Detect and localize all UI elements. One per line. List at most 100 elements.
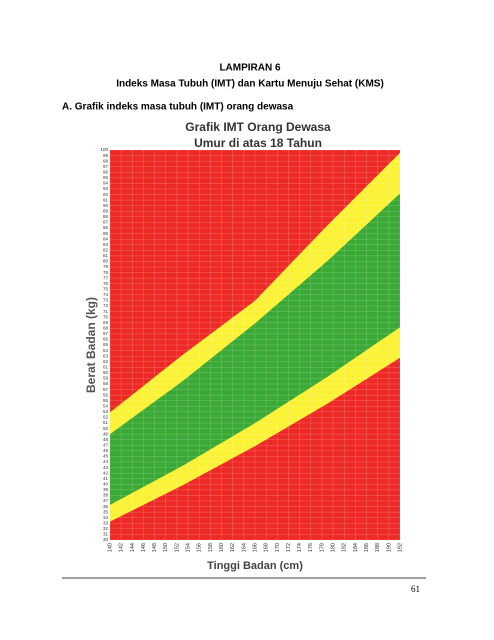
x-tick-label: 162	[230, 543, 236, 552]
y-tick-label: 65	[103, 342, 109, 347]
x-tick-label: 152	[174, 543, 180, 552]
y-tick-label: 95	[103, 175, 109, 180]
x-tick-label: 158	[208, 543, 214, 552]
x-tick-label: 172	[286, 543, 292, 552]
y-axis-title: Berat Badan (kg)	[84, 297, 98, 393]
normal-zone	[110, 193, 400, 505]
x-axis-title: Tinggi Badan (cm)	[207, 560, 303, 572]
y-tick-label: 90	[103, 203, 109, 208]
y-tick-label: 56	[103, 392, 109, 397]
y-tick-label: 78	[103, 270, 109, 275]
x-tick-label: 144	[130, 543, 136, 552]
header-subtitle: Indeks Masa Tubuh (IMT) dan Kartu Menuju…	[116, 79, 384, 90]
y-tick-label: 71	[103, 309, 109, 314]
y-tick-label: 36	[103, 504, 109, 509]
page-number: 61	[411, 584, 420, 594]
y-tick-label: 30	[103, 537, 109, 542]
chart-title: Grafik IMT Orang Dewasa	[185, 120, 331, 134]
y-tick-label: 54	[103, 403, 109, 408]
y-tick-label: 66	[103, 337, 109, 342]
x-tick-label: 168	[264, 543, 270, 552]
y-tick-label: 46	[103, 448, 109, 453]
y-tick-label: 55	[103, 398, 109, 403]
y-tick-label: 76	[103, 281, 109, 286]
y-tick-label: 74	[103, 292, 109, 297]
y-tick-label: 60	[103, 370, 109, 375]
y-tick-label: 63	[103, 353, 109, 358]
y-tick-label: 72	[103, 303, 109, 308]
y-tick-label: 51	[103, 420, 109, 425]
x-tick-label: 180	[331, 543, 337, 552]
x-tick-label: 150	[163, 543, 169, 552]
y-tick-label: 43	[103, 465, 109, 470]
y-tick-label: 41	[103, 476, 109, 481]
y-tick-label: 86	[103, 225, 109, 230]
y-tick-label: 59	[103, 376, 109, 381]
y-tick-label: 100	[100, 147, 108, 152]
y-tick-label: 83	[103, 242, 109, 247]
x-tick-label: 142	[119, 543, 125, 552]
x-tick-label: 146	[141, 543, 147, 552]
x-tick-label: 176	[308, 543, 314, 552]
y-tick-label: 35	[103, 509, 109, 514]
y-tick-label: 91	[103, 197, 109, 202]
y-tick-label: 52	[103, 415, 109, 420]
x-tick-label: 166	[252, 543, 258, 552]
y-tick-label: 73	[103, 298, 109, 303]
y-tick-label: 87	[103, 220, 109, 225]
y-tick-label: 85	[103, 231, 109, 236]
y-tick-label: 99	[103, 153, 109, 158]
y-tick-label: 61	[103, 364, 109, 369]
x-tick-label: 178	[319, 543, 325, 552]
y-tick-label: 82	[103, 247, 109, 252]
y-tick-label: 67	[103, 331, 109, 336]
y-tick-label: 70	[103, 314, 109, 319]
y-tick-label: 49	[103, 431, 109, 436]
y-tick-label: 68	[103, 325, 109, 330]
x-tick-label: 184	[353, 543, 359, 552]
y-tick-label: 64	[103, 348, 109, 353]
y-tick-label: 53	[103, 409, 109, 414]
y-tick-label: 97	[103, 164, 109, 169]
x-tick-label: 174	[297, 543, 303, 552]
chart-subtitle: Umur di atas 18 Tahun	[194, 136, 322, 150]
y-tick-label: 32	[103, 526, 109, 531]
x-tick-label: 164	[241, 543, 247, 552]
x-tick-label: 156	[197, 543, 203, 552]
x-tick-label: 160	[219, 543, 225, 552]
y-tick-label: 94	[103, 181, 109, 186]
y-tick-label: 75	[103, 286, 109, 291]
y-tick-label: 40	[103, 481, 109, 486]
y-tick-label: 33	[103, 520, 109, 525]
x-tick-label: 190	[386, 543, 392, 552]
y-tick-label: 93	[103, 186, 109, 191]
y-tick-label: 57	[103, 387, 109, 392]
y-tick-label: 38	[103, 493, 109, 498]
y-tick-label: 50	[103, 426, 109, 431]
y-tick-label: 98	[103, 158, 109, 163]
y-tick-label: 79	[103, 264, 109, 269]
y-tick-label: 77	[103, 275, 109, 280]
y-tick-label: 88	[103, 214, 109, 219]
y-tick-label: 37	[103, 498, 109, 503]
y-tick-label: 42	[103, 470, 109, 475]
y-tick-label: 44	[103, 459, 109, 464]
x-tick-label: 154	[186, 543, 192, 552]
y-tick-label: 92	[103, 192, 109, 197]
y-tick-label: 47	[103, 442, 109, 447]
x-tick-label: 192	[397, 543, 403, 552]
y-tick-label: 58	[103, 381, 109, 386]
x-tick-label: 182	[342, 543, 348, 552]
x-tick-label: 188	[375, 543, 381, 552]
x-tick-label: 186	[364, 543, 370, 552]
y-tick-label: 48	[103, 437, 109, 442]
header-title: LAMPIRAN 6	[219, 63, 281, 74]
x-tick-label: 140	[107, 543, 113, 552]
y-tick-label: 80	[103, 259, 109, 264]
x-tick-label: 148	[152, 543, 158, 552]
y-tick-label: 39	[103, 487, 109, 492]
section-heading: A. Grafik indeks masa tubuh (IMT) orang …	[62, 102, 294, 113]
y-tick-label: 81	[103, 253, 109, 258]
y-tick-label: 69	[103, 320, 109, 325]
